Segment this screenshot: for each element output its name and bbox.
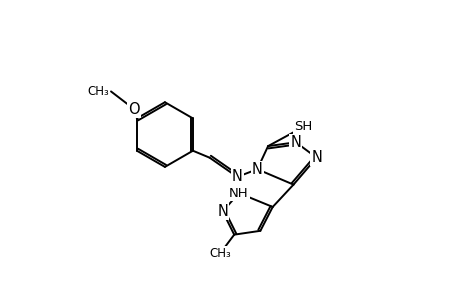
- Text: O: O: [128, 102, 140, 117]
- Text: NH: NH: [229, 187, 248, 200]
- Text: CH₃: CH₃: [209, 247, 231, 260]
- Text: N: N: [290, 135, 301, 150]
- Text: N: N: [310, 150, 321, 165]
- Text: CH₃: CH₃: [88, 85, 109, 98]
- Text: N: N: [252, 162, 262, 177]
- Text: SH: SH: [294, 120, 312, 134]
- Text: N: N: [231, 169, 242, 184]
- Text: N: N: [217, 204, 228, 219]
